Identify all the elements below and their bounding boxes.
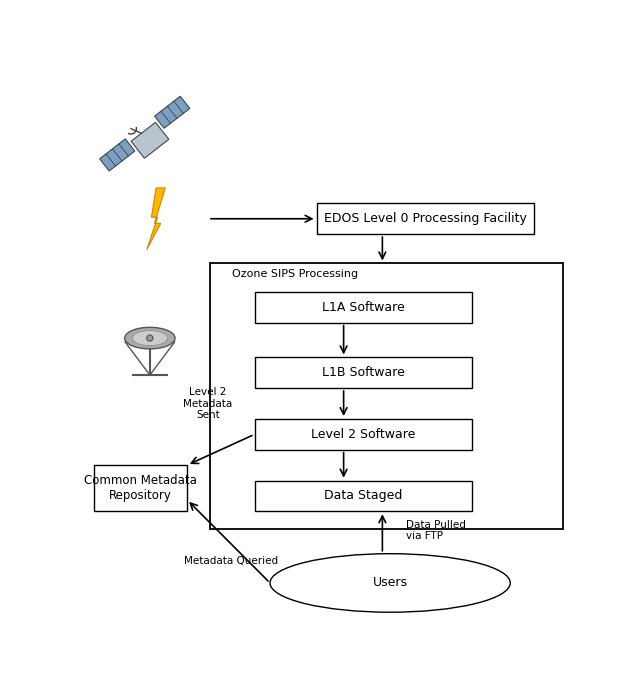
Polygon shape bbox=[99, 139, 135, 171]
Text: EDOS Level 0 Processing Facility: EDOS Level 0 Processing Facility bbox=[324, 212, 526, 225]
Text: Users: Users bbox=[372, 577, 408, 589]
Text: L1B Software: L1B Software bbox=[322, 366, 404, 379]
Text: L1A Software: L1A Software bbox=[322, 301, 404, 314]
Text: Data Pulled
via FTP: Data Pulled via FTP bbox=[406, 520, 465, 541]
Text: Level 2
Metadata
Sent: Level 2 Metadata Sent bbox=[183, 387, 233, 420]
Bar bbox=[254, 419, 472, 450]
Polygon shape bbox=[131, 122, 169, 158]
Text: Common Metadata
Repository: Common Metadata Repository bbox=[84, 475, 197, 503]
Bar bbox=[210, 263, 563, 529]
Ellipse shape bbox=[270, 554, 510, 612]
Bar bbox=[317, 203, 533, 234]
Text: Data Staged: Data Staged bbox=[324, 489, 402, 503]
Polygon shape bbox=[154, 97, 190, 128]
Ellipse shape bbox=[125, 328, 175, 349]
Text: Ozone SIPS Processing: Ozone SIPS Processing bbox=[232, 270, 358, 279]
Ellipse shape bbox=[132, 330, 167, 346]
Polygon shape bbox=[147, 188, 165, 250]
Bar bbox=[254, 357, 472, 388]
Bar bbox=[254, 292, 472, 323]
Circle shape bbox=[147, 335, 153, 341]
Text: Metadata Queried: Metadata Queried bbox=[184, 556, 278, 566]
Text: Level 2 Software: Level 2 Software bbox=[311, 428, 415, 441]
Bar bbox=[94, 466, 187, 511]
Bar bbox=[254, 480, 472, 511]
